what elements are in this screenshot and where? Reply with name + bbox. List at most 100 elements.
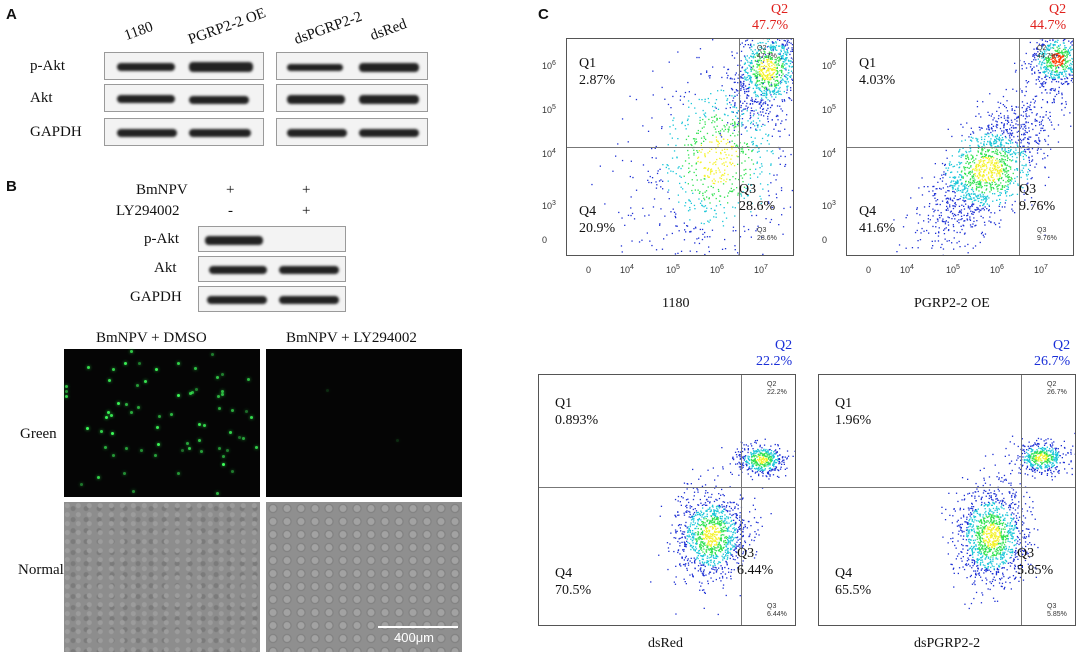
event-point — [717, 90, 719, 92]
event-point — [778, 74, 781, 76]
event-point — [980, 195, 982, 197]
event-point — [1039, 86, 1041, 88]
event-point — [710, 148, 713, 150]
event-point — [650, 182, 653, 184]
event-point — [750, 443, 752, 445]
event-point — [937, 235, 940, 237]
event-point — [721, 447, 723, 449]
event-point — [1058, 50, 1060, 52]
event-point — [952, 205, 954, 207]
event-point — [756, 468, 759, 470]
event-point — [1032, 54, 1034, 56]
event-point — [754, 450, 756, 452]
event-point — [751, 62, 753, 65]
event-point — [723, 130, 725, 132]
event-point — [983, 171, 985, 174]
event-point — [753, 73, 755, 75]
event-point — [750, 127, 752, 129]
event-point — [1012, 88, 1014, 90]
event-point — [769, 55, 771, 58]
event-point — [972, 137, 974, 139]
event-point — [718, 541, 720, 543]
event-point — [977, 208, 979, 210]
event-point — [1009, 140, 1012, 142]
event-point — [786, 44, 789, 46]
event-point — [1037, 69, 1040, 72]
event-point — [992, 151, 995, 153]
event-point — [757, 50, 760, 52]
event-point — [732, 119, 734, 121]
event-point — [725, 537, 728, 540]
event-point — [704, 175, 706, 178]
event-point — [779, 448, 781, 450]
event-point — [753, 172, 755, 175]
event-point — [762, 92, 764, 94]
event-point — [967, 205, 969, 207]
event-point — [1000, 188, 1002, 190]
event-point — [973, 211, 975, 214]
event-point — [704, 522, 706, 524]
event-point — [1059, 47, 1061, 50]
event-point — [965, 151, 968, 154]
event-point — [934, 209, 936, 211]
event-point — [1003, 163, 1005, 165]
fluorescent-cell — [188, 447, 191, 450]
event-point — [784, 100, 786, 102]
event-point — [754, 440, 757, 442]
event-point — [749, 47, 751, 49]
event-point — [672, 95, 674, 98]
event-point — [963, 153, 965, 156]
event-point — [702, 521, 704, 523]
event-point — [739, 463, 742, 465]
event-point — [1033, 55, 1035, 57]
event-point — [767, 201, 770, 203]
event-point — [772, 49, 774, 51]
event-point — [963, 214, 965, 216]
event-point — [737, 194, 739, 196]
event-point — [1006, 117, 1009, 119]
event-point — [975, 195, 977, 197]
event-point — [979, 161, 981, 163]
event-point — [975, 167, 977, 170]
event-point — [744, 62, 746, 65]
event-point — [982, 155, 984, 158]
event-point — [1004, 148, 1006, 150]
event-point — [770, 151, 772, 153]
event-point — [745, 187, 747, 190]
event-point — [792, 58, 793, 60]
event-point — [732, 190, 734, 192]
event-point — [764, 54, 767, 56]
event-point — [763, 56, 765, 58]
event-point — [952, 185, 954, 187]
event-point — [701, 99, 703, 101]
event-point — [777, 455, 779, 458]
event-point — [1022, 155, 1024, 158]
event-point — [786, 77, 789, 79]
event-point — [969, 195, 971, 198]
event-point — [1053, 128, 1055, 130]
event-point — [768, 456, 770, 459]
event-point — [1041, 78, 1043, 80]
event-point — [693, 138, 696, 140]
event-point — [946, 205, 948, 208]
event-point — [770, 57, 773, 59]
event-point — [776, 57, 779, 59]
event-point — [932, 225, 934, 228]
event-point — [779, 163, 781, 165]
event-point — [671, 157, 674, 159]
event-point — [717, 510, 719, 512]
event-point — [733, 57, 736, 59]
event-point — [714, 479, 716, 481]
event-point — [919, 214, 921, 216]
event-point — [1006, 100, 1008, 102]
event-point — [702, 118, 704, 121]
event-point — [775, 73, 777, 76]
event-point — [1025, 108, 1027, 110]
fluorescent-cell — [203, 424, 206, 427]
event-point — [711, 141, 713, 143]
event-point — [1025, 155, 1027, 157]
event-point — [758, 460, 760, 462]
event-point — [718, 142, 720, 145]
event-point — [1049, 39, 1051, 41]
event-point — [1000, 192, 1002, 194]
